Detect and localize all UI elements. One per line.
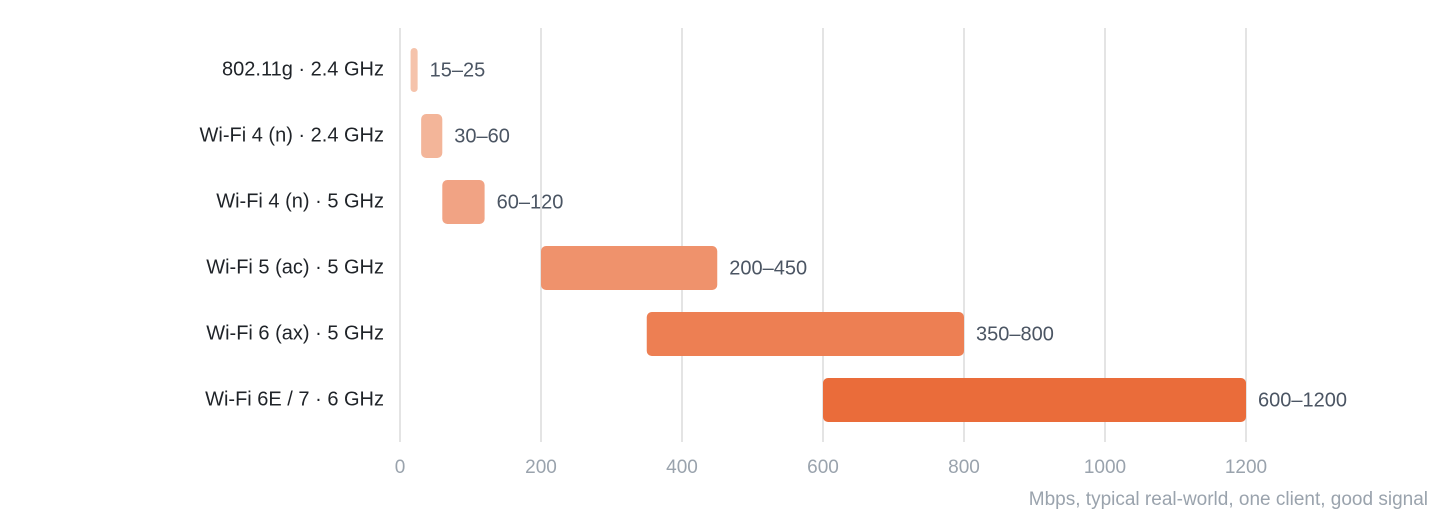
- x-tick-label: 800: [948, 457, 980, 478]
- value-label: 30–60: [454, 125, 510, 147]
- x-axis-label: Mbps, typical real-world, one client, go…: [1029, 489, 1428, 510]
- value-label: 350–800: [976, 323, 1054, 345]
- category-label: 802.11g · 2.4 GHz: [222, 58, 384, 80]
- value-label: 600–1200: [1258, 389, 1347, 411]
- category-label: Wi-Fi 4 (n) · 2.4 GHz: [200, 124, 384, 146]
- range-bar: [541, 246, 718, 290]
- x-tick-label: 1000: [1084, 457, 1126, 478]
- x-tick-label: 1200: [1225, 457, 1267, 478]
- category-label: Wi-Fi 5 (ac) · 5 GHz: [206, 256, 384, 278]
- value-label: 15–25: [430, 59, 486, 81]
- category-label: Wi-Fi 4 (n) · 5 GHz: [216, 190, 384, 212]
- range-bar: [410, 48, 418, 92]
- x-tick-label: 600: [807, 457, 839, 478]
- x-tick-label: 200: [525, 457, 557, 478]
- value-label: 60–120: [497, 191, 564, 213]
- range-bar: [421, 114, 443, 158]
- x-tick-label: 0: [395, 457, 406, 478]
- range-bar: [646, 312, 964, 356]
- value-label: 200–450: [729, 257, 807, 279]
- range-bar: [442, 180, 485, 224]
- category-label: Wi-Fi 6 (ax) · 5 GHz: [206, 322, 384, 344]
- range-bar: [823, 378, 1246, 422]
- x-tick-label: 400: [666, 457, 698, 478]
- category-label: Wi-Fi 6E / 7 · 6 GHz: [205, 388, 384, 410]
